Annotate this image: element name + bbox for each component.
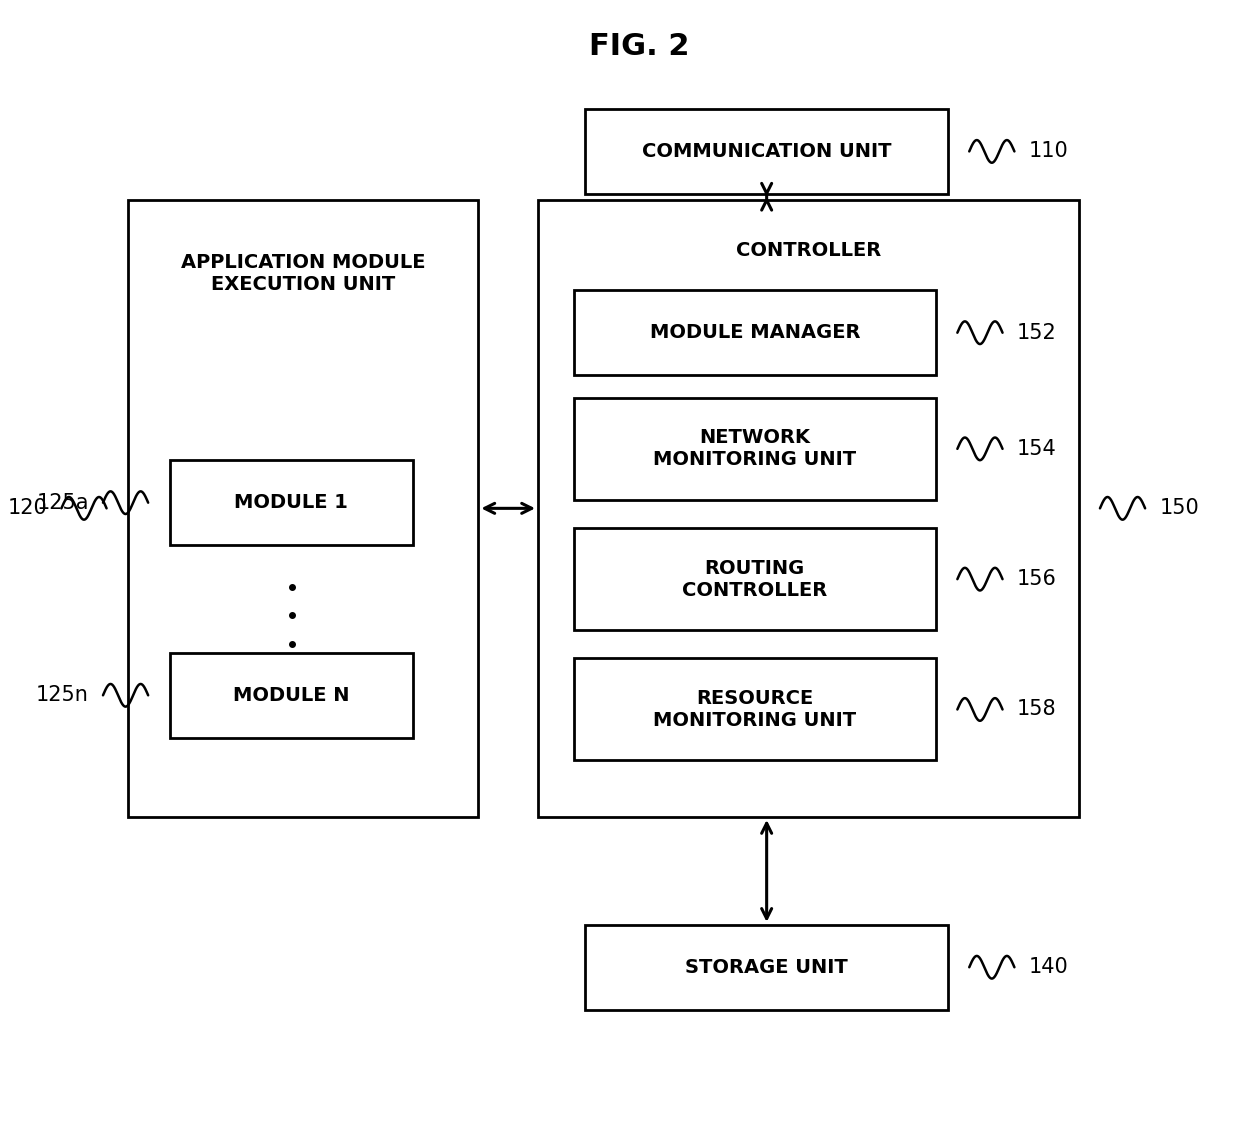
Text: APPLICATION MODULE
EXECUTION UNIT: APPLICATION MODULE EXECUTION UNIT (181, 252, 425, 294)
Text: 156: 156 (1017, 569, 1056, 590)
Bar (585, 109, 947, 194)
Text: NETWORK
MONITORING UNIT: NETWORK MONITORING UNIT (653, 428, 857, 469)
Text: MODULE N: MODULE N (233, 686, 350, 704)
Text: CONTROLLER: CONTROLLER (735, 241, 880, 260)
Text: 110: 110 (1029, 141, 1069, 162)
Text: RESOURCE
MONITORING UNIT: RESOURCE MONITORING UNIT (653, 689, 857, 729)
Text: 140: 140 (1029, 958, 1069, 977)
Text: FIG. 2: FIG. 2 (589, 32, 689, 61)
Text: COMMUNICATION UNIT: COMMUNICATION UNIT (642, 142, 892, 161)
Bar (538, 200, 1079, 817)
Bar (574, 398, 936, 500)
Bar (128, 200, 479, 817)
Bar (574, 658, 936, 760)
Text: ROUTING
CONTROLLER: ROUTING CONTROLLER (682, 559, 827, 600)
Text: 152: 152 (1017, 322, 1056, 343)
Bar (574, 528, 936, 630)
Text: 120: 120 (7, 498, 47, 518)
Text: MODULE 1: MODULE 1 (234, 493, 348, 513)
Bar (574, 290, 936, 375)
Bar (585, 924, 947, 1009)
Text: STORAGE UNIT: STORAGE UNIT (686, 958, 848, 977)
Bar (170, 653, 413, 738)
Text: 158: 158 (1017, 700, 1056, 719)
Text: 154: 154 (1017, 439, 1056, 459)
Text: 125a: 125a (36, 493, 89, 513)
Bar (170, 460, 413, 545)
Text: MODULE MANAGER: MODULE MANAGER (650, 323, 861, 342)
Text: 150: 150 (1159, 498, 1199, 518)
Text: 125n: 125n (36, 685, 89, 705)
